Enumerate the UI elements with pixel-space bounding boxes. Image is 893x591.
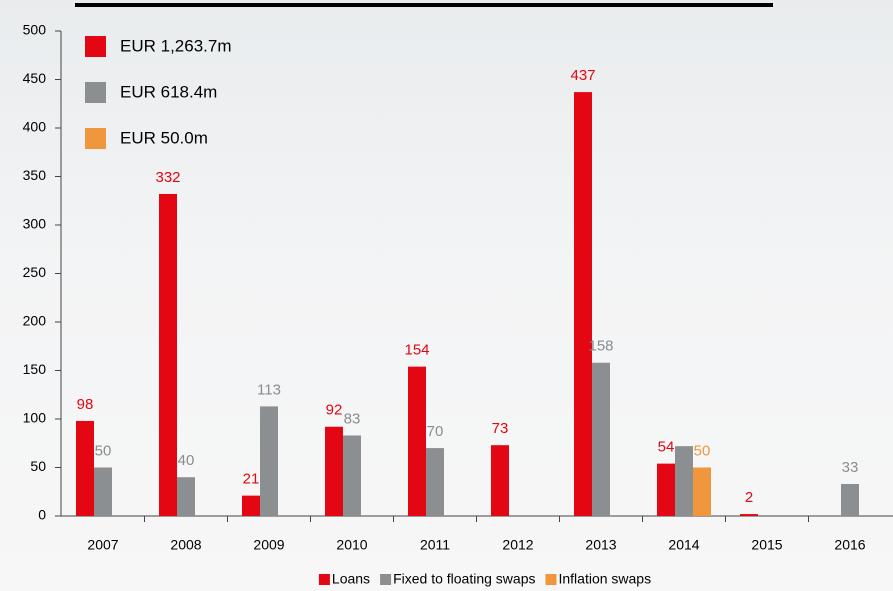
bar (177, 477, 195, 516)
legend-swatch (545, 574, 557, 585)
x-tick-label: 2010 (336, 537, 367, 553)
y-tick-label: 350 (23, 167, 47, 183)
y-tick-label: 50 (30, 458, 46, 474)
bar (159, 193, 177, 516)
bar (325, 426, 343, 516)
value-label: 332 (155, 169, 180, 186)
value-label: 83 (344, 410, 361, 427)
x-tick-label: 2013 (585, 537, 616, 553)
bar (260, 406, 278, 516)
value-label: 98 (77, 396, 94, 413)
bar (408, 366, 426, 516)
legend-label: Loans (332, 571, 370, 587)
value-label: 33 (842, 459, 859, 476)
y-tick-label: 0 (38, 507, 46, 523)
bar (242, 495, 260, 516)
value-label: 40 (178, 452, 195, 469)
y-tick-label: 100 (23, 410, 47, 426)
x-tick-label: 2015 (751, 537, 782, 553)
x-tick-label: 2016 (834, 537, 865, 553)
x-tick-label: 2007 (87, 537, 118, 553)
bar (841, 483, 859, 516)
value-label: 2 (745, 489, 753, 506)
legend: Loans Fixed to floating swaps Inflation sw… (318, 571, 651, 587)
y-tick-label: 250 (23, 264, 47, 280)
bar (574, 92, 592, 517)
x-tick-label: 2012 (502, 537, 533, 553)
bar (94, 467, 112, 516)
annotation-swatch (85, 128, 106, 149)
x-tick-label: 2008 (170, 537, 201, 553)
value-label: 437 (570, 67, 595, 84)
annotation-swatch (85, 82, 106, 103)
bar (657, 463, 675, 516)
bar (740, 514, 758, 516)
bar (343, 435, 361, 516)
value-label: 92 (326, 402, 343, 419)
y-tick-label: 300 (23, 216, 47, 232)
bar (491, 445, 509, 516)
y-tick-label: 150 (23, 361, 47, 377)
y-tick-label: 200 (23, 313, 47, 329)
legend-label: Fixed to floating swaps (393, 571, 535, 587)
x-tick-label: 2011 (420, 537, 450, 553)
value-label: 21 (243, 471, 260, 488)
bar (592, 362, 610, 516)
value-label: 70 (427, 423, 444, 440)
value-label: 50 (95, 442, 112, 459)
annotation-swatch (85, 36, 106, 57)
value-label: 158 (588, 338, 613, 355)
y-tick-label: 500 (23, 22, 47, 38)
legend-label: Inflation swaps (558, 571, 651, 587)
value-label: 113 (257, 381, 281, 398)
bar (693, 467, 711, 516)
bar (426, 448, 444, 516)
legend-swatch (380, 574, 392, 585)
annotation: EUR 1,263.7m (120, 36, 232, 55)
legend-swatch (318, 574, 330, 585)
value-label: 54 (658, 439, 675, 456)
annotation: EUR 50.0m (120, 128, 208, 147)
y-tick-label: 400 (23, 119, 47, 135)
bar (675, 446, 693, 516)
value-label: 154 (404, 342, 429, 359)
x-tick-label: 2014 (668, 537, 699, 553)
bar (76, 420, 94, 516)
x-tick-label: 2009 (253, 537, 284, 553)
annotation: EUR 618.4m (120, 82, 217, 101)
value-label: 50 (694, 442, 711, 459)
y-tick-label: 450 (23, 70, 47, 86)
value-label: 73 (492, 420, 509, 437)
